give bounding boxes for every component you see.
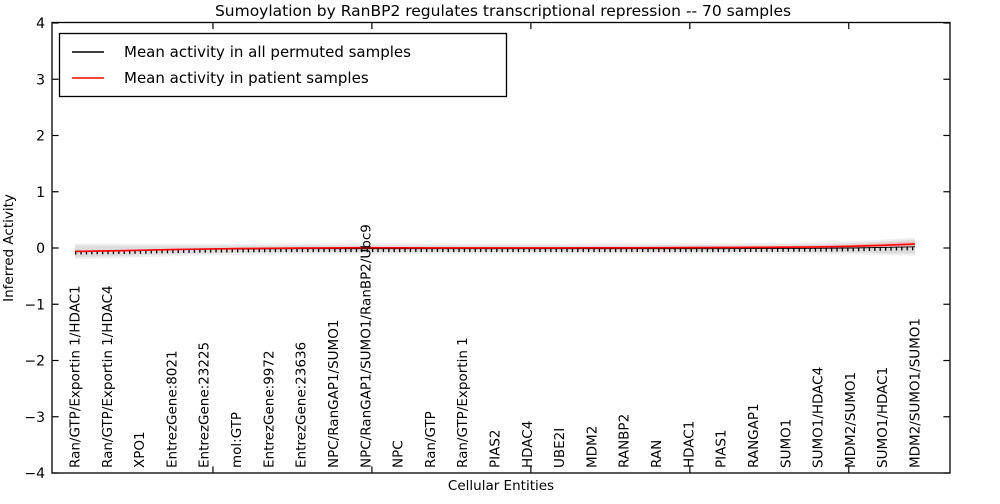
entity-label: RAN bbox=[649, 440, 665, 468]
y-tick-label: 0 bbox=[36, 241, 45, 257]
entity-label: EntrezGene:9972 bbox=[261, 350, 277, 468]
entity-label: SUMO1/HDAC4 bbox=[811, 367, 827, 468]
y-tick-label: 2 bbox=[36, 129, 45, 145]
chart-title: Sumoylation by RanBP2 regulates transcri… bbox=[215, 2, 791, 20]
plot-frame bbox=[51, 21, 951, 474]
entity-label: UBE2I bbox=[552, 428, 568, 468]
entity-label: EntrezGene:23225 bbox=[197, 342, 213, 468]
entity-label: Ran/GTP/Exportin 1/HDAC1 bbox=[68, 285, 84, 468]
entity-label: SUMO1/HDAC1 bbox=[875, 367, 891, 468]
entity-label: NPC bbox=[391, 440, 407, 468]
entity-label: NPC/RanGAP1/SUMO1 bbox=[326, 320, 342, 468]
entity-label: EntrezGene:23636 bbox=[294, 342, 310, 468]
entity-label: SUMO1 bbox=[778, 419, 794, 468]
legend-label-permuted: Mean activity in all permuted samples bbox=[124, 43, 411, 61]
entity-label: Ran/GTP/Exportin 1 bbox=[455, 337, 471, 468]
patient-mean-line bbox=[74, 243, 916, 253]
entity-label: HDAC4 bbox=[520, 421, 536, 468]
y-tick-label: 3 bbox=[36, 72, 45, 88]
entity-label: MDM2/SUMO1 bbox=[843, 372, 859, 468]
chart-layer: 4 3 2 1 0 −1 −2 −3 −4 Ran/GTP/Exportin 1/HDAC1 Ran… bbox=[24, 16, 950, 482]
y-axis-title: Inferred Activity bbox=[1, 194, 17, 302]
legend-box bbox=[58, 32, 508, 98]
y-tick-label: −1 bbox=[24, 297, 45, 313]
y-tick-label: 1 bbox=[36, 185, 45, 201]
x-axis-title: Cellular Entities bbox=[448, 478, 554, 494]
entity-label: HDAC1 bbox=[681, 421, 697, 468]
entity-label: mol:GTP bbox=[229, 412, 245, 468]
entity-label: EntrezGene:8021 bbox=[164, 350, 180, 468]
entity-label: RANGAP1 bbox=[746, 403, 762, 468]
y-tick-label: 4 bbox=[36, 16, 45, 32]
entity-label: Ran/GTP/Exportin 1/HDAC4 bbox=[100, 285, 116, 468]
entity-label: MDM2/SUMO1/SUMO1 bbox=[908, 318, 924, 468]
legend: Mean activity in all permuted samples Me… bbox=[58, 32, 508, 98]
y-tick-label: −3 bbox=[24, 410, 45, 426]
entity-label: MDM2 bbox=[584, 426, 600, 468]
legend-label-patient: Mean activity in patient samples bbox=[124, 69, 369, 87]
y-tick-label: −2 bbox=[24, 354, 45, 370]
y-tick-label: −4 bbox=[24, 466, 45, 482]
entity-label: NPC/RanGAP1/SUMO1/RanBP2/Ubc9 bbox=[358, 224, 374, 468]
entity-label: XPO1 bbox=[132, 431, 148, 468]
entity-label: RANBP2 bbox=[617, 414, 633, 468]
entity-label: Ran/GTP bbox=[423, 411, 439, 468]
entity-label: PIAS2 bbox=[488, 429, 504, 468]
entity-label: PIAS1 bbox=[714, 429, 730, 468]
